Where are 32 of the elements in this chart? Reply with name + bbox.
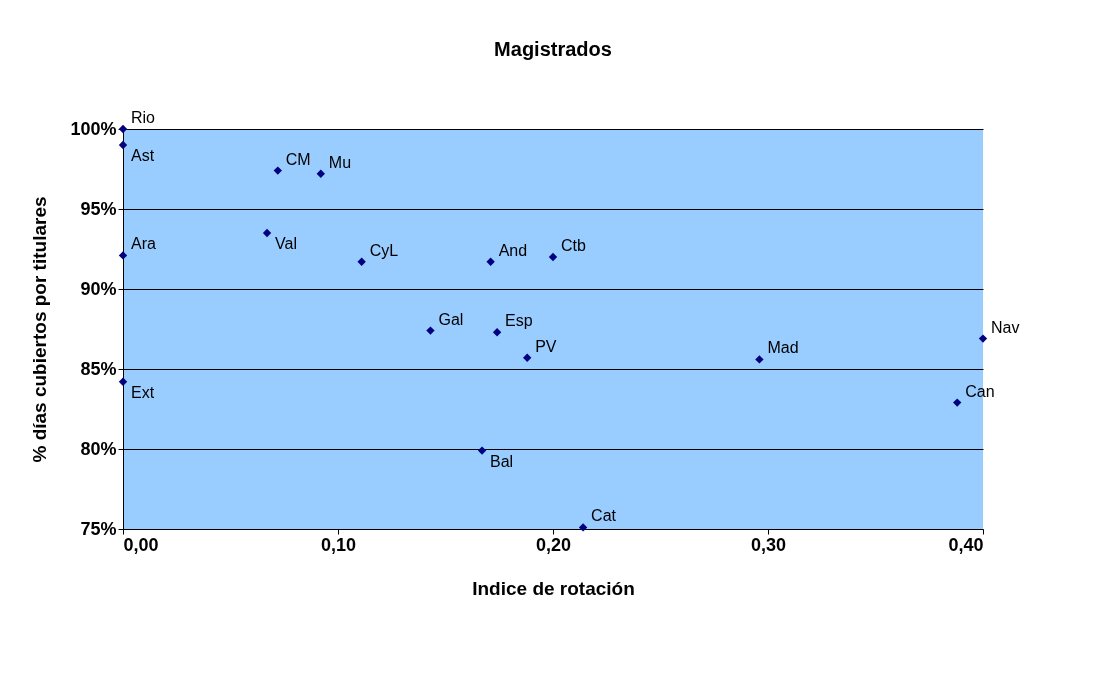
x-tick-label: 0,20 [535, 534, 572, 555]
annotation: Ctb [561, 237, 586, 254]
annotation: Gal [438, 310, 464, 328]
y-tick-label: 90% [80, 278, 117, 299]
annotation: Bal [490, 452, 514, 470]
chart-title: Magistrados [494, 38, 612, 60]
annotation: Ara [131, 235, 156, 253]
annotation: Cat [591, 507, 617, 525]
y-tick-label: 75% [80, 518, 117, 539]
annotation: Ast [131, 147, 155, 164]
annotation: CyL [369, 241, 399, 259]
annotation: Mad [767, 339, 799, 357]
annotation: PV [535, 337, 557, 355]
annotation: Ext [131, 383, 155, 401]
x-tick-label: 0,00 [123, 534, 159, 555]
x-axis-title: Indice de rotación [472, 577, 635, 599]
annotation: Mu [328, 153, 352, 171]
annotation: Val [275, 235, 297, 252]
x-tick-label: 0,10 [320, 534, 357, 555]
y-tick-label: 85% [80, 358, 117, 379]
annotation: Nav [991, 318, 1020, 336]
x-tick-label: 0,30 [750, 534, 787, 555]
annotation: Esp [505, 312, 533, 330]
annotation: And [498, 241, 528, 259]
x-tick-label: 0,40 [948, 534, 984, 555]
y-tick-label: 95% [80, 198, 117, 219]
annotation: Rio [131, 109, 156, 126]
y-tick-label: 100% [70, 118, 117, 139]
y-axis-title: % días cubiertos por titulares [29, 196, 51, 463]
annotation: CM [285, 150, 311, 168]
annotation: Can [965, 382, 995, 400]
y-tick-label: 80% [80, 438, 117, 459]
